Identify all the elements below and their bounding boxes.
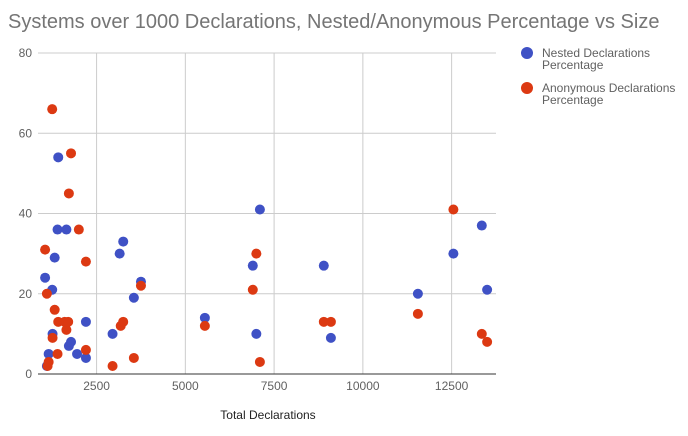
- nested-point: [61, 224, 72, 235]
- anonymous-point: [47, 104, 58, 115]
- nested-point: [107, 328, 118, 339]
- y-tick-label: 20: [19, 287, 33, 301]
- chart-title: Systems over 1000 Declarations, Nested/A…: [8, 11, 659, 33]
- y-tick-label: 60: [19, 126, 33, 140]
- nested-point: [482, 284, 493, 295]
- anonymous-point: [412, 308, 423, 319]
- anonymous-point: [66, 148, 77, 159]
- anonymous-point: [43, 356, 54, 367]
- y-tick-label: 80: [19, 46, 33, 60]
- nested-point: [53, 152, 64, 163]
- nested-point: [43, 348, 54, 359]
- anonymous-point: [80, 256, 91, 267]
- legend-label: Anonymous Declarations Percentage: [542, 81, 675, 107]
- nested-point: [254, 204, 265, 215]
- anonymous-point: [118, 316, 129, 327]
- nested-point: [52, 224, 63, 235]
- nested-point: [80, 316, 91, 327]
- nested-point: [128, 292, 139, 303]
- anonymous-point: [63, 316, 74, 327]
- legend-label: Nested Declarations Percentage: [542, 46, 650, 72]
- anonymous-point: [41, 288, 52, 299]
- nested-point: [325, 332, 336, 343]
- nested-point: [80, 352, 91, 363]
- x-tick-label: 5000: [172, 379, 199, 393]
- tick-labels: 0 20 40 60 80 2500 5000 7500 10000 12500: [19, 46, 469, 393]
- anonymous-point: [61, 324, 72, 335]
- anonymous-point: [199, 320, 210, 331]
- anonymous-point: [47, 332, 58, 343]
- grid-lines: [38, 52, 496, 374]
- nested-point: [412, 288, 423, 299]
- anonymous-point: [448, 204, 459, 215]
- x-tick-label: 10000: [346, 379, 380, 393]
- nested-point: [49, 252, 60, 263]
- anonymous-point: [251, 248, 262, 259]
- nested-point: [114, 248, 125, 259]
- nested-point: [318, 260, 329, 271]
- nested-point: [247, 260, 258, 271]
- nested-point: [476, 220, 487, 231]
- x-tick-label: 7500: [261, 379, 288, 393]
- anonymous-point: [73, 224, 84, 235]
- nested-point: [251, 328, 262, 339]
- nested-point: [199, 312, 210, 323]
- anonymous-point: [40, 244, 51, 255]
- legend: Nested Declarations Percentage Anonymous D…: [521, 46, 675, 107]
- legend-marker: [521, 82, 533, 94]
- nested-point: [118, 236, 129, 247]
- anonymous-point: [325, 316, 336, 327]
- anonymous-point: [52, 348, 63, 359]
- anonymous-point: [63, 188, 74, 199]
- anonymous-point: [476, 328, 487, 339]
- nested-point: [66, 336, 77, 347]
- nested-point: [72, 348, 83, 359]
- y-tick-label: 40: [19, 207, 33, 221]
- anonymous-point: [254, 356, 265, 367]
- data-points: [40, 104, 493, 371]
- nested-point: [448, 248, 459, 259]
- anonymous-point: [80, 344, 91, 355]
- x-tick-label: 2500: [83, 379, 110, 393]
- anonymous-point: [318, 316, 329, 327]
- nested-point: [40, 272, 51, 283]
- anonymous-point: [135, 280, 146, 291]
- legend-marker: [521, 47, 533, 59]
- x-tick-label: 12500: [435, 379, 469, 393]
- anonymous-point: [107, 360, 118, 371]
- anonymous-point: [128, 352, 139, 363]
- anonymous-point: [482, 336, 493, 347]
- anonymous-point: [49, 304, 60, 315]
- x-axis-label: Total Declarations: [220, 408, 315, 422]
- y-tick-label: 0: [25, 367, 32, 381]
- anonymous-point: [247, 284, 258, 295]
